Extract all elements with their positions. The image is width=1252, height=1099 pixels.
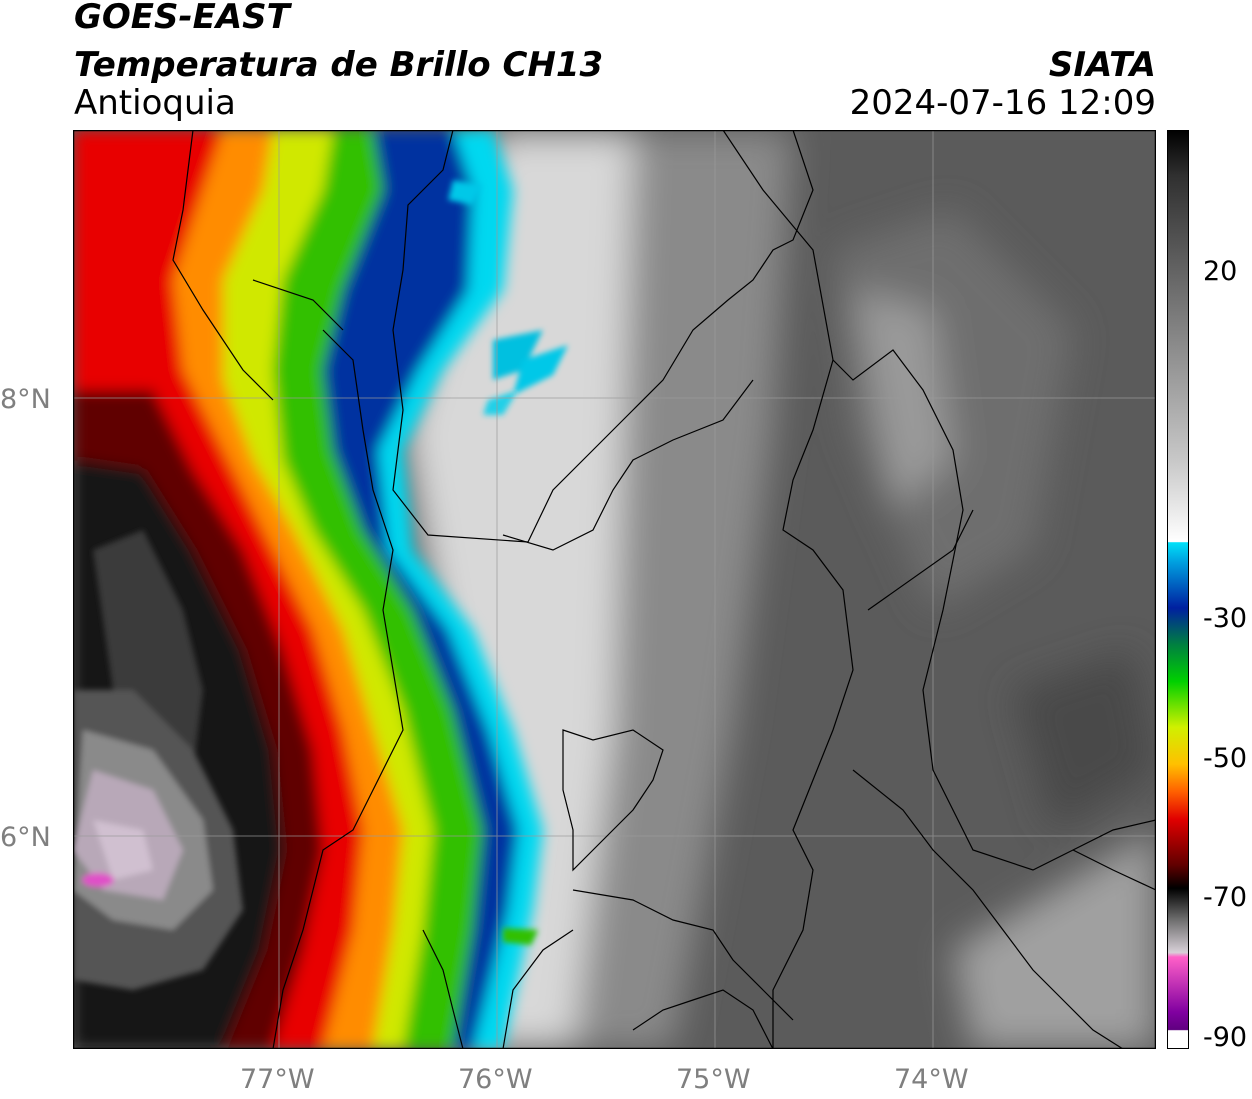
colorbar-tick-label: -90: [1203, 1022, 1248, 1053]
colorbar-tick-label: -70: [1203, 882, 1248, 913]
lon-tick-label: 74°W: [894, 1064, 969, 1095]
graticule: [73, 130, 1156, 1049]
admin-boundaries: [172, 130, 1156, 1049]
lon-tick-label: 75°W: [676, 1064, 751, 1095]
map-title-product: Temperatura de Brillo CH13: [74, 45, 604, 85]
map-title-region: Antioquia: [74, 83, 236, 123]
satellite-map: [73, 130, 1156, 1049]
colorbar-tick-label: -50: [1203, 743, 1248, 774]
lat-tick-label: 8°N: [0, 384, 51, 415]
timestamp-label: 2024-07-16 12:09: [849, 83, 1156, 123]
organization-label: SIATA: [1048, 45, 1156, 85]
colorbar-tick-label: -30: [1203, 603, 1248, 634]
map-frame: [73, 130, 1156, 1049]
lon-tick-label: 76°W: [458, 1064, 533, 1095]
lon-tick-label: 77°W: [240, 1064, 315, 1095]
colorbar: [1167, 130, 1189, 1049]
map-title-satellite: GOES-EAST: [74, 0, 290, 37]
lat-tick-label: 6°N: [0, 822, 51, 853]
colorbar-tick-label: 20: [1203, 256, 1238, 287]
